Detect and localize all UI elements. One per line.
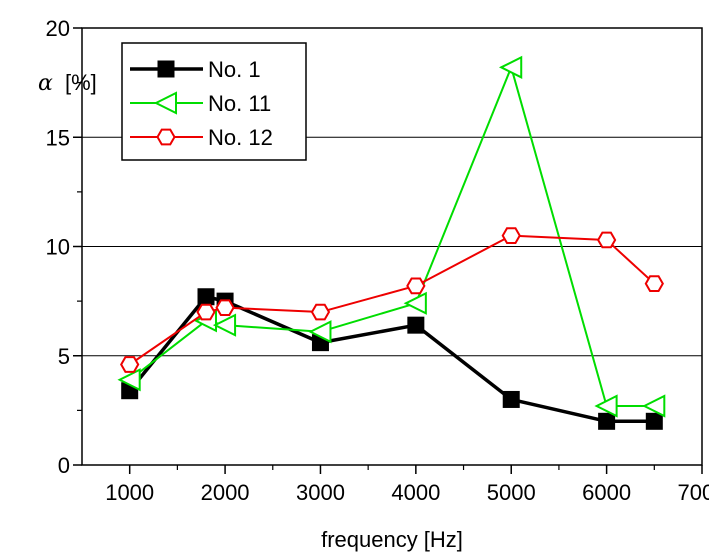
data-point-no-11	[212, 313, 237, 337]
series-no-11	[117, 55, 666, 418]
data-point-no-12	[644, 275, 664, 293]
series-no-12	[120, 227, 664, 373]
legend-label: No. 12	[208, 125, 273, 150]
legend-item-no-1: No. 1	[130, 57, 261, 82]
x-tick-label: 6000	[582, 480, 631, 505]
legend-marker	[157, 60, 175, 78]
data-point-no-1	[502, 390, 520, 408]
x-tick-label: 2000	[201, 480, 250, 505]
y-tick-label: 15	[46, 125, 70, 150]
legend-label: No. 1	[208, 57, 261, 82]
data-point-no-1	[407, 316, 425, 334]
x-tick-label: 5000	[487, 480, 536, 505]
legend-label: No. 11	[208, 91, 271, 116]
data-point-no-12	[196, 303, 216, 321]
data-point-no-12	[501, 227, 521, 244]
y-axis-symbol: α	[38, 71, 53, 96]
x-axis-label: frequency [Hz]	[321, 527, 463, 552]
data-point-no-1	[197, 288, 215, 306]
data-point-no-11	[498, 55, 523, 79]
x-tick-label: 7000	[678, 480, 709, 505]
legend-item-no-11: No. 11	[130, 91, 271, 116]
legend-marker	[153, 91, 177, 115]
y-tick-label: 20	[46, 16, 70, 41]
data-point-no-1	[598, 412, 616, 430]
data-point-no-11	[403, 291, 427, 315]
legend-box	[121, 42, 307, 161]
data-point-no-12	[406, 277, 426, 295]
data-point-no-12	[310, 303, 331, 321]
series-group	[117, 55, 666, 430]
data-point-no-12	[120, 356, 140, 373]
y-axis-unit: [%]	[65, 70, 97, 95]
x-tick-label: 3000	[296, 480, 345, 505]
data-point-no-11	[117, 368, 141, 392]
y-axis-label: α [%]	[38, 70, 97, 96]
x-tick-label: 4000	[391, 480, 440, 505]
legend: No. 1 No. 11 No. 12	[121, 42, 307, 161]
y-tick-label: 0	[58, 453, 70, 478]
data-point-no-11	[594, 394, 618, 418]
data-point-no-12	[596, 231, 617, 249]
legend-item-no-12: No. 12	[130, 125, 273, 150]
x-tick-label: 1000	[105, 480, 154, 505]
y-tick-label: 5	[58, 344, 70, 369]
legend-marker	[156, 128, 176, 146]
y-tick-label: 10	[46, 235, 70, 260]
data-point-no-12	[215, 299, 235, 317]
data-point-no-1	[645, 412, 663, 430]
axis-ticks: 0 5 10 15 20 1000 2000 3000 4000 5000 6000 7000	[46, 16, 709, 505]
data-point-no-11	[642, 394, 666, 418]
data-point-no-11	[308, 320, 332, 344]
